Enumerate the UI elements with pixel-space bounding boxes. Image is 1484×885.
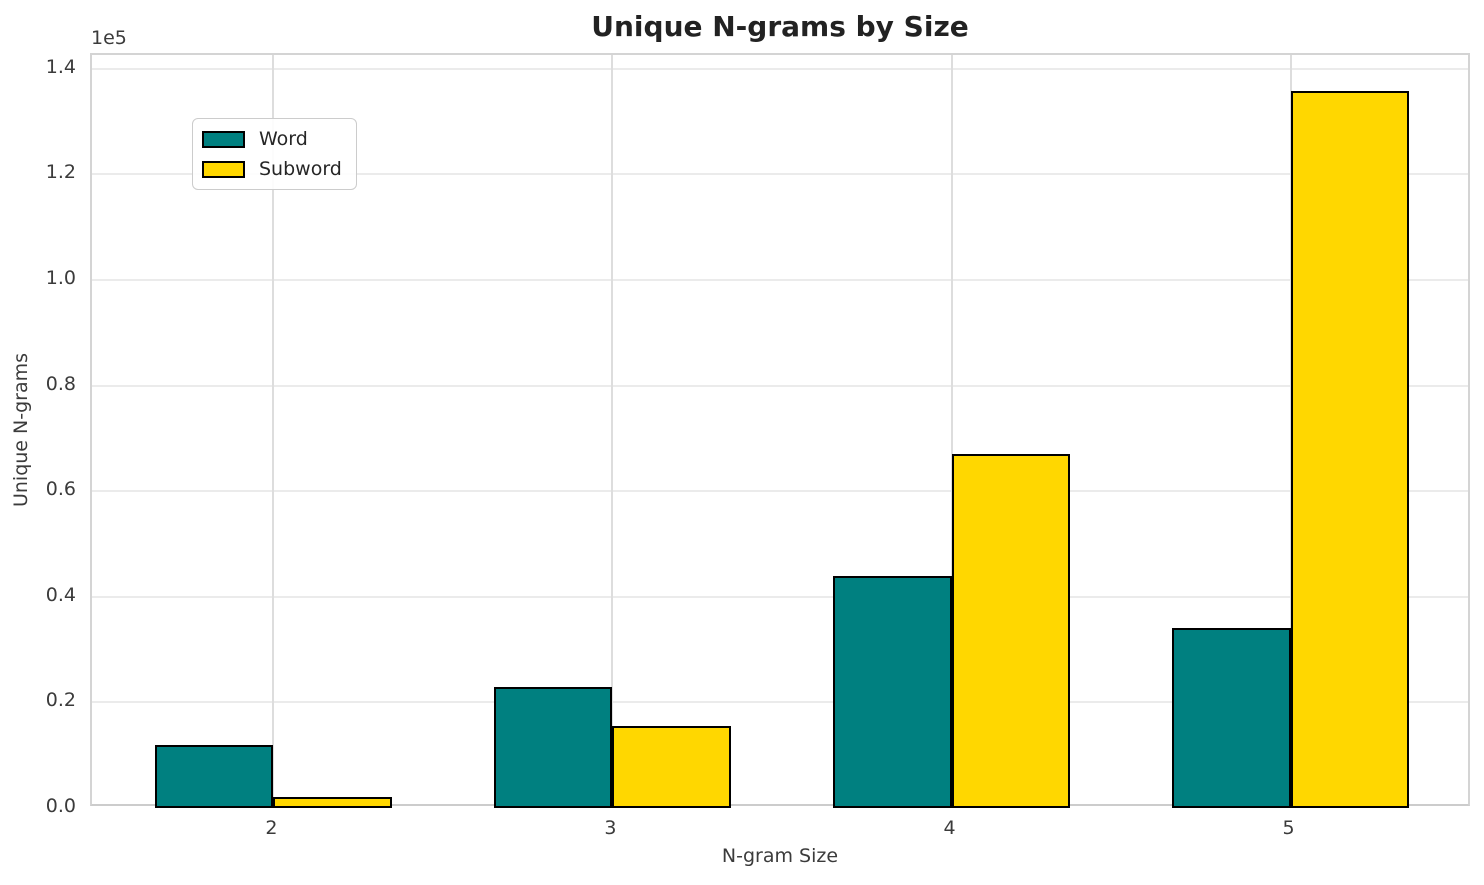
legend-swatch-icon [202, 130, 245, 148]
y-tick-label: 1.0 [45, 266, 76, 289]
y-axis-offset-label: 1e5 [91, 27, 127, 49]
bar-word-ngram-4 [832, 575, 952, 808]
x-tick-label: 5 [1282, 817, 1295, 839]
bar-subword-ngram-2 [273, 797, 393, 808]
x-gridline [272, 55, 275, 804]
bar-subword-ngram-4 [951, 454, 1071, 808]
bar-subword-ngram-5 [1290, 90, 1410, 808]
x-gridline [950, 55, 953, 804]
plot-area: Word Subword [90, 53, 1470, 808]
chart-title: Unique N-grams by Size [591, 10, 969, 43]
legend-item-word: Word [202, 128, 342, 150]
x-gridline [611, 55, 614, 804]
legend-label: Word [259, 128, 308, 150]
y-gridline [92, 278, 1468, 281]
y-gridline [92, 384, 1468, 387]
legend: Word Subword [192, 118, 357, 190]
x-axis-label: N-gram Size [721, 845, 839, 867]
legend-label: Subword [259, 158, 342, 180]
y-tick-label: 0.2 [45, 689, 76, 712]
legend-item-subword: Subword [202, 158, 342, 180]
legend-swatch-icon [202, 160, 245, 178]
y-tick-label: 1.2 [45, 161, 76, 184]
y-gridline [92, 595, 1468, 598]
y-tick-label: 0.4 [45, 583, 76, 606]
x-tick-label: 4 [943, 817, 956, 839]
bar-word-ngram-2 [154, 744, 274, 808]
x-tick-label: 3 [604, 817, 617, 839]
bar-word-ngram-5 [1171, 628, 1291, 808]
y-gridline [92, 67, 1468, 70]
y-tick-label: 0.8 [45, 372, 76, 395]
y-gridline [92, 490, 1468, 493]
x-tick-label: 2 [265, 817, 278, 839]
bar-word-ngram-3 [493, 686, 613, 808]
y-tick-label: 0.6 [45, 478, 76, 501]
y-tick-label: 0.0 [45, 795, 76, 817]
y-gridline [92, 173, 1468, 176]
y-gridline [92, 701, 1468, 704]
bar-subword-ngram-3 [612, 726, 732, 808]
y-tick-label: 1.4 [45, 55, 76, 78]
